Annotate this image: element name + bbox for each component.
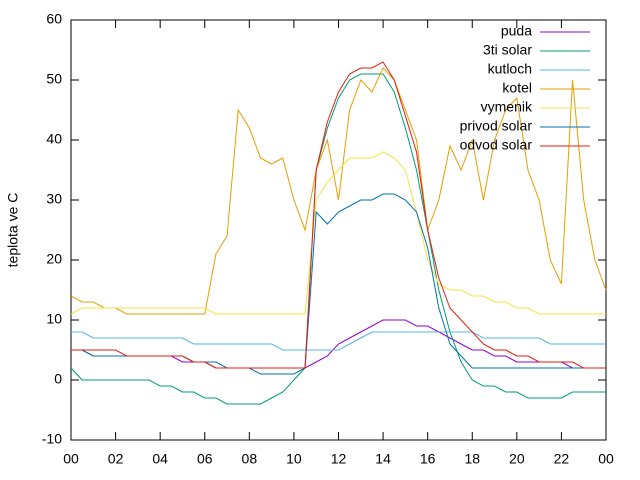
- y-tick-label: 10: [46, 311, 62, 327]
- x-tick-label: 02: [108, 451, 124, 467]
- x-tick-label: 12: [331, 451, 347, 467]
- y-tick-label: 50: [46, 71, 62, 87]
- series-line: [71, 61, 606, 369]
- y-tick-label: 20: [46, 251, 62, 267]
- x-tick-label: 22: [554, 451, 570, 467]
- x-tick-label: 08: [242, 451, 258, 467]
- x-tick-label: 04: [152, 451, 168, 467]
- series-line: [70, 73, 606, 405]
- series-line: [71, 193, 606, 375]
- x-tick-label: 20: [509, 451, 525, 467]
- legend-label: kotel: [502, 80, 532, 96]
- y-tick-label: 30: [46, 191, 62, 207]
- legend-label: kutloch: [488, 61, 532, 77]
- legend-label: privod solar: [460, 118, 533, 134]
- x-tick-label: 00: [598, 451, 614, 467]
- y-tick-label: 40: [46, 131, 62, 147]
- series-line: [70, 151, 606, 315]
- x-tick-label: 16: [420, 451, 436, 467]
- y-tick-label: 0: [54, 371, 62, 387]
- y-axis-label: teplota ve C: [5, 193, 21, 268]
- x-tick-label: 00: [63, 451, 79, 467]
- x-tick-label: 10: [286, 451, 302, 467]
- legend-label: puda: [501, 23, 532, 39]
- x-tick-label: 06: [197, 451, 213, 467]
- legend-label: vymenik: [481, 99, 533, 115]
- x-tick-label: 18: [464, 451, 480, 467]
- series-line: [70, 67, 607, 315]
- x-tick-label: 14: [375, 451, 391, 467]
- y-tick-label: 60: [46, 11, 62, 27]
- legend-label: odvod solar: [460, 137, 533, 153]
- series-line: [71, 319, 606, 369]
- legend-label: 3ti solar: [483, 42, 532, 58]
- y-tick-label: -10: [42, 431, 62, 447]
- series-line: [71, 331, 606, 351]
